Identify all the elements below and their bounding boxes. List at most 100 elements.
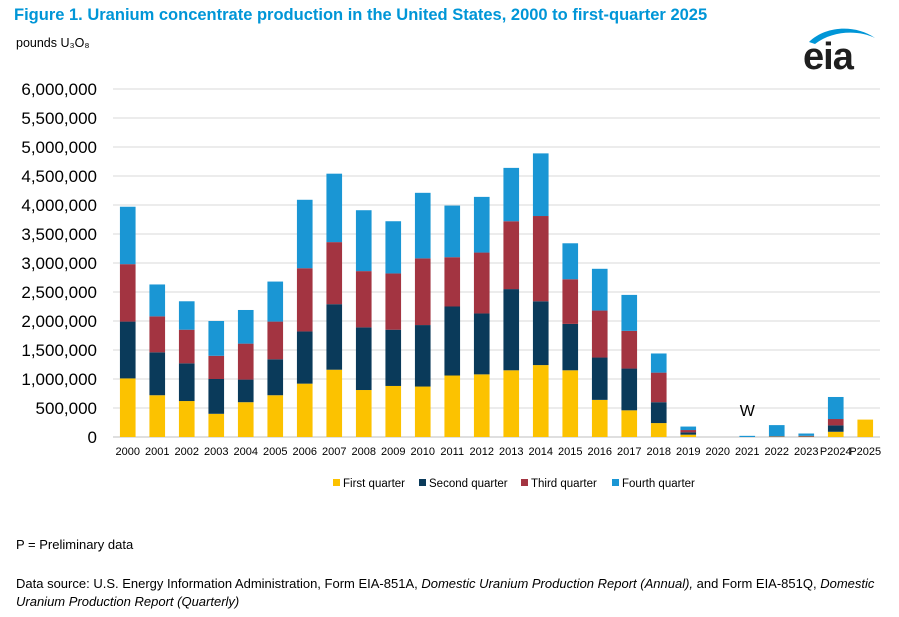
bar-segment bbox=[827, 425, 844, 432]
x-tick-label: 2009 bbox=[381, 446, 405, 458]
bar-segment bbox=[827, 431, 844, 437]
bar-segment bbox=[680, 434, 697, 437]
legend-swatch bbox=[521, 479, 528, 486]
bar-segment bbox=[827, 396, 844, 420]
x-tick-label: 2014 bbox=[529, 446, 553, 458]
x-tick-label: 2008 bbox=[352, 446, 376, 458]
y-tick-label: 5,500,000 bbox=[21, 109, 97, 128]
y-tick-label: 2,000,000 bbox=[21, 312, 97, 331]
x-tick-label: 2023 bbox=[794, 446, 818, 458]
bar-segment bbox=[503, 221, 520, 290]
bar-segment bbox=[591, 399, 608, 437]
legend-label: First quarter bbox=[343, 478, 405, 490]
legend-swatch bbox=[612, 479, 619, 486]
y-axis-units: pounds U₃O₈ bbox=[16, 36, 90, 50]
bar-segment bbox=[532, 365, 549, 437]
bar-segment bbox=[503, 289, 520, 371]
bar-segment bbox=[473, 313, 490, 375]
legend-swatch bbox=[333, 479, 340, 486]
data-source: Data source: U.S. Energy Information Adm… bbox=[16, 575, 886, 611]
bar-segment bbox=[503, 370, 520, 437]
bar-segment bbox=[385, 329, 402, 386]
source-annual-report: Domestic Uranium Production Report (Annu… bbox=[421, 576, 694, 591]
x-tick-label: P2024 bbox=[820, 446, 852, 458]
legend-label: Second quarter bbox=[429, 478, 508, 490]
x-tick-label: 2006 bbox=[293, 446, 317, 458]
bar-segment bbox=[621, 368, 638, 411]
x-tick-label: 2013 bbox=[499, 446, 523, 458]
bar-segment bbox=[414, 192, 431, 259]
bar-segment bbox=[444, 375, 461, 437]
bar-segment bbox=[119, 321, 136, 379]
x-tick-label: 2022 bbox=[765, 446, 789, 458]
y-tick-label: 6,000,000 bbox=[21, 80, 97, 99]
bar-segment bbox=[444, 257, 461, 307]
bar-segment bbox=[326, 304, 343, 370]
y-tick-label: 2,500,000 bbox=[21, 283, 97, 302]
bar-segment bbox=[650, 372, 667, 403]
x-tick-label: 2016 bbox=[588, 446, 612, 458]
bar-segment bbox=[680, 432, 697, 435]
bar-segment bbox=[503, 167, 520, 222]
x-tick-label: 2002 bbox=[175, 446, 199, 458]
bar-segment bbox=[385, 273, 402, 330]
chart-title: Figure 1. Uranium concentrate production… bbox=[14, 6, 708, 24]
x-tick-label: 2012 bbox=[470, 446, 494, 458]
bar-segment bbox=[650, 402, 667, 424]
x-tick-label: 2020 bbox=[706, 446, 730, 458]
bar-segment bbox=[621, 294, 638, 331]
x-tick-label: 2017 bbox=[617, 446, 641, 458]
bar-segment bbox=[621, 330, 638, 369]
bar-segment bbox=[237, 309, 254, 344]
bar-segment bbox=[650, 353, 667, 373]
y-tick-label: 4,500,000 bbox=[21, 167, 97, 186]
y-tick-label: 5,000,000 bbox=[21, 138, 97, 157]
y-tick-label: 3,500,000 bbox=[21, 225, 97, 244]
legend-swatch bbox=[419, 479, 426, 486]
bar-segment bbox=[532, 153, 549, 217]
bar-segment bbox=[444, 306, 461, 376]
bar-segment bbox=[208, 413, 225, 437]
bar-segment bbox=[178, 363, 195, 402]
source-middle: and Form EIA-851Q, bbox=[696, 576, 817, 591]
bar-segment bbox=[562, 323, 579, 371]
bar-segment bbox=[208, 321, 225, 356]
bar-segment bbox=[237, 402, 254, 437]
bar-segment bbox=[385, 385, 402, 437]
bar-segment bbox=[149, 284, 166, 317]
bar-segment bbox=[237, 343, 254, 380]
eia-logo-swoosh bbox=[809, 28, 875, 44]
bar-segment bbox=[267, 281, 284, 322]
y-tick-label: 3,000,000 bbox=[21, 254, 97, 273]
source-prefix: Data source: U.S. Energy Information Adm… bbox=[16, 576, 418, 591]
bar-segment bbox=[650, 423, 667, 437]
bar-segment bbox=[562, 243, 579, 280]
x-tick-label: 2010 bbox=[411, 446, 435, 458]
legend-label: Third quarter bbox=[531, 478, 597, 490]
bar-segment bbox=[326, 242, 343, 305]
x-tick-label: 2015 bbox=[558, 446, 582, 458]
bar-segment bbox=[237, 379, 254, 403]
bar-segment bbox=[798, 433, 815, 436]
bar-segment bbox=[178, 401, 195, 437]
bar-segment bbox=[296, 331, 313, 384]
bar-segment bbox=[296, 268, 313, 332]
bar-segment bbox=[532, 216, 549, 302]
bar-segment bbox=[562, 370, 579, 437]
bar-segment bbox=[444, 205, 461, 258]
x-tick-label: 2000 bbox=[116, 446, 140, 458]
bar-segment bbox=[267, 321, 284, 360]
preliminary-note: P = Preliminary data bbox=[16, 537, 134, 552]
bar-segment bbox=[149, 352, 166, 396]
bar-segment bbox=[296, 199, 313, 269]
bar-segment bbox=[591, 268, 608, 311]
bar-segment bbox=[591, 357, 608, 400]
x-tick-label: 2019 bbox=[676, 446, 700, 458]
bar-segment bbox=[355, 390, 372, 437]
bar-segment bbox=[355, 327, 372, 391]
x-tick-label: 2005 bbox=[263, 446, 287, 458]
bar-segment bbox=[267, 395, 284, 437]
bar-segment bbox=[149, 395, 166, 437]
bar-segment bbox=[119, 264, 136, 322]
bar-segment bbox=[149, 316, 166, 353]
